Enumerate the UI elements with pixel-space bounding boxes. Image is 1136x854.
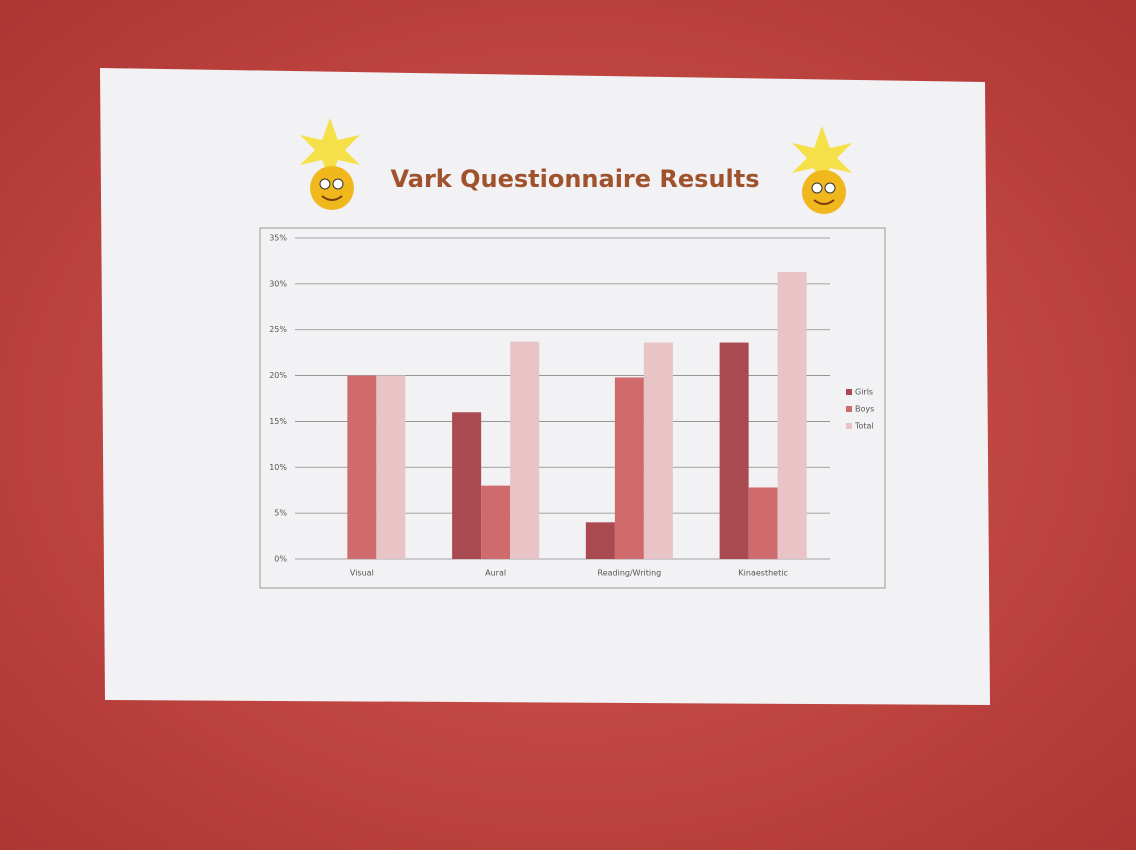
x-tick-label: Visual xyxy=(350,569,374,578)
bar xyxy=(720,343,749,559)
bar xyxy=(376,376,405,559)
bar xyxy=(452,412,481,559)
legend-label: Total xyxy=(854,422,874,431)
bar xyxy=(749,487,778,559)
legend-label: Girls xyxy=(855,388,873,397)
x-tick-label: Kinaesthetic xyxy=(738,569,787,578)
y-tick-label: 30% xyxy=(269,279,287,288)
y-tick-label: 25% xyxy=(269,325,287,334)
bar xyxy=(510,342,539,559)
x-tick-label: Aural xyxy=(485,569,506,578)
chart-title: Vark Questionnaire Results xyxy=(390,165,759,193)
bar xyxy=(778,272,807,559)
bar xyxy=(586,522,615,559)
legend-swatch xyxy=(846,423,852,429)
y-tick-label: 35% xyxy=(269,234,287,243)
y-tick-label: 0% xyxy=(274,555,287,564)
bar xyxy=(615,377,644,559)
page: Vark Questionnaire Results 0% 5% 10% 15% 20%… xyxy=(0,0,1136,850)
legend-swatch xyxy=(846,389,852,395)
y-tick-label: 20% xyxy=(269,371,287,380)
y-tick-label: 10% xyxy=(269,463,287,472)
bar xyxy=(644,343,673,559)
y-tick-label: 15% xyxy=(269,417,287,426)
bar xyxy=(481,486,510,559)
bar xyxy=(347,376,376,559)
paper xyxy=(100,68,990,705)
legend-swatch xyxy=(846,406,852,412)
legend-label: Boys xyxy=(855,405,874,414)
x-tick-label: Reading/Writing xyxy=(598,569,662,578)
y-tick-label: 5% xyxy=(274,509,287,518)
photo: Vark Questionnaire Results 0% 5% 10% 15% 20%… xyxy=(0,0,1136,850)
